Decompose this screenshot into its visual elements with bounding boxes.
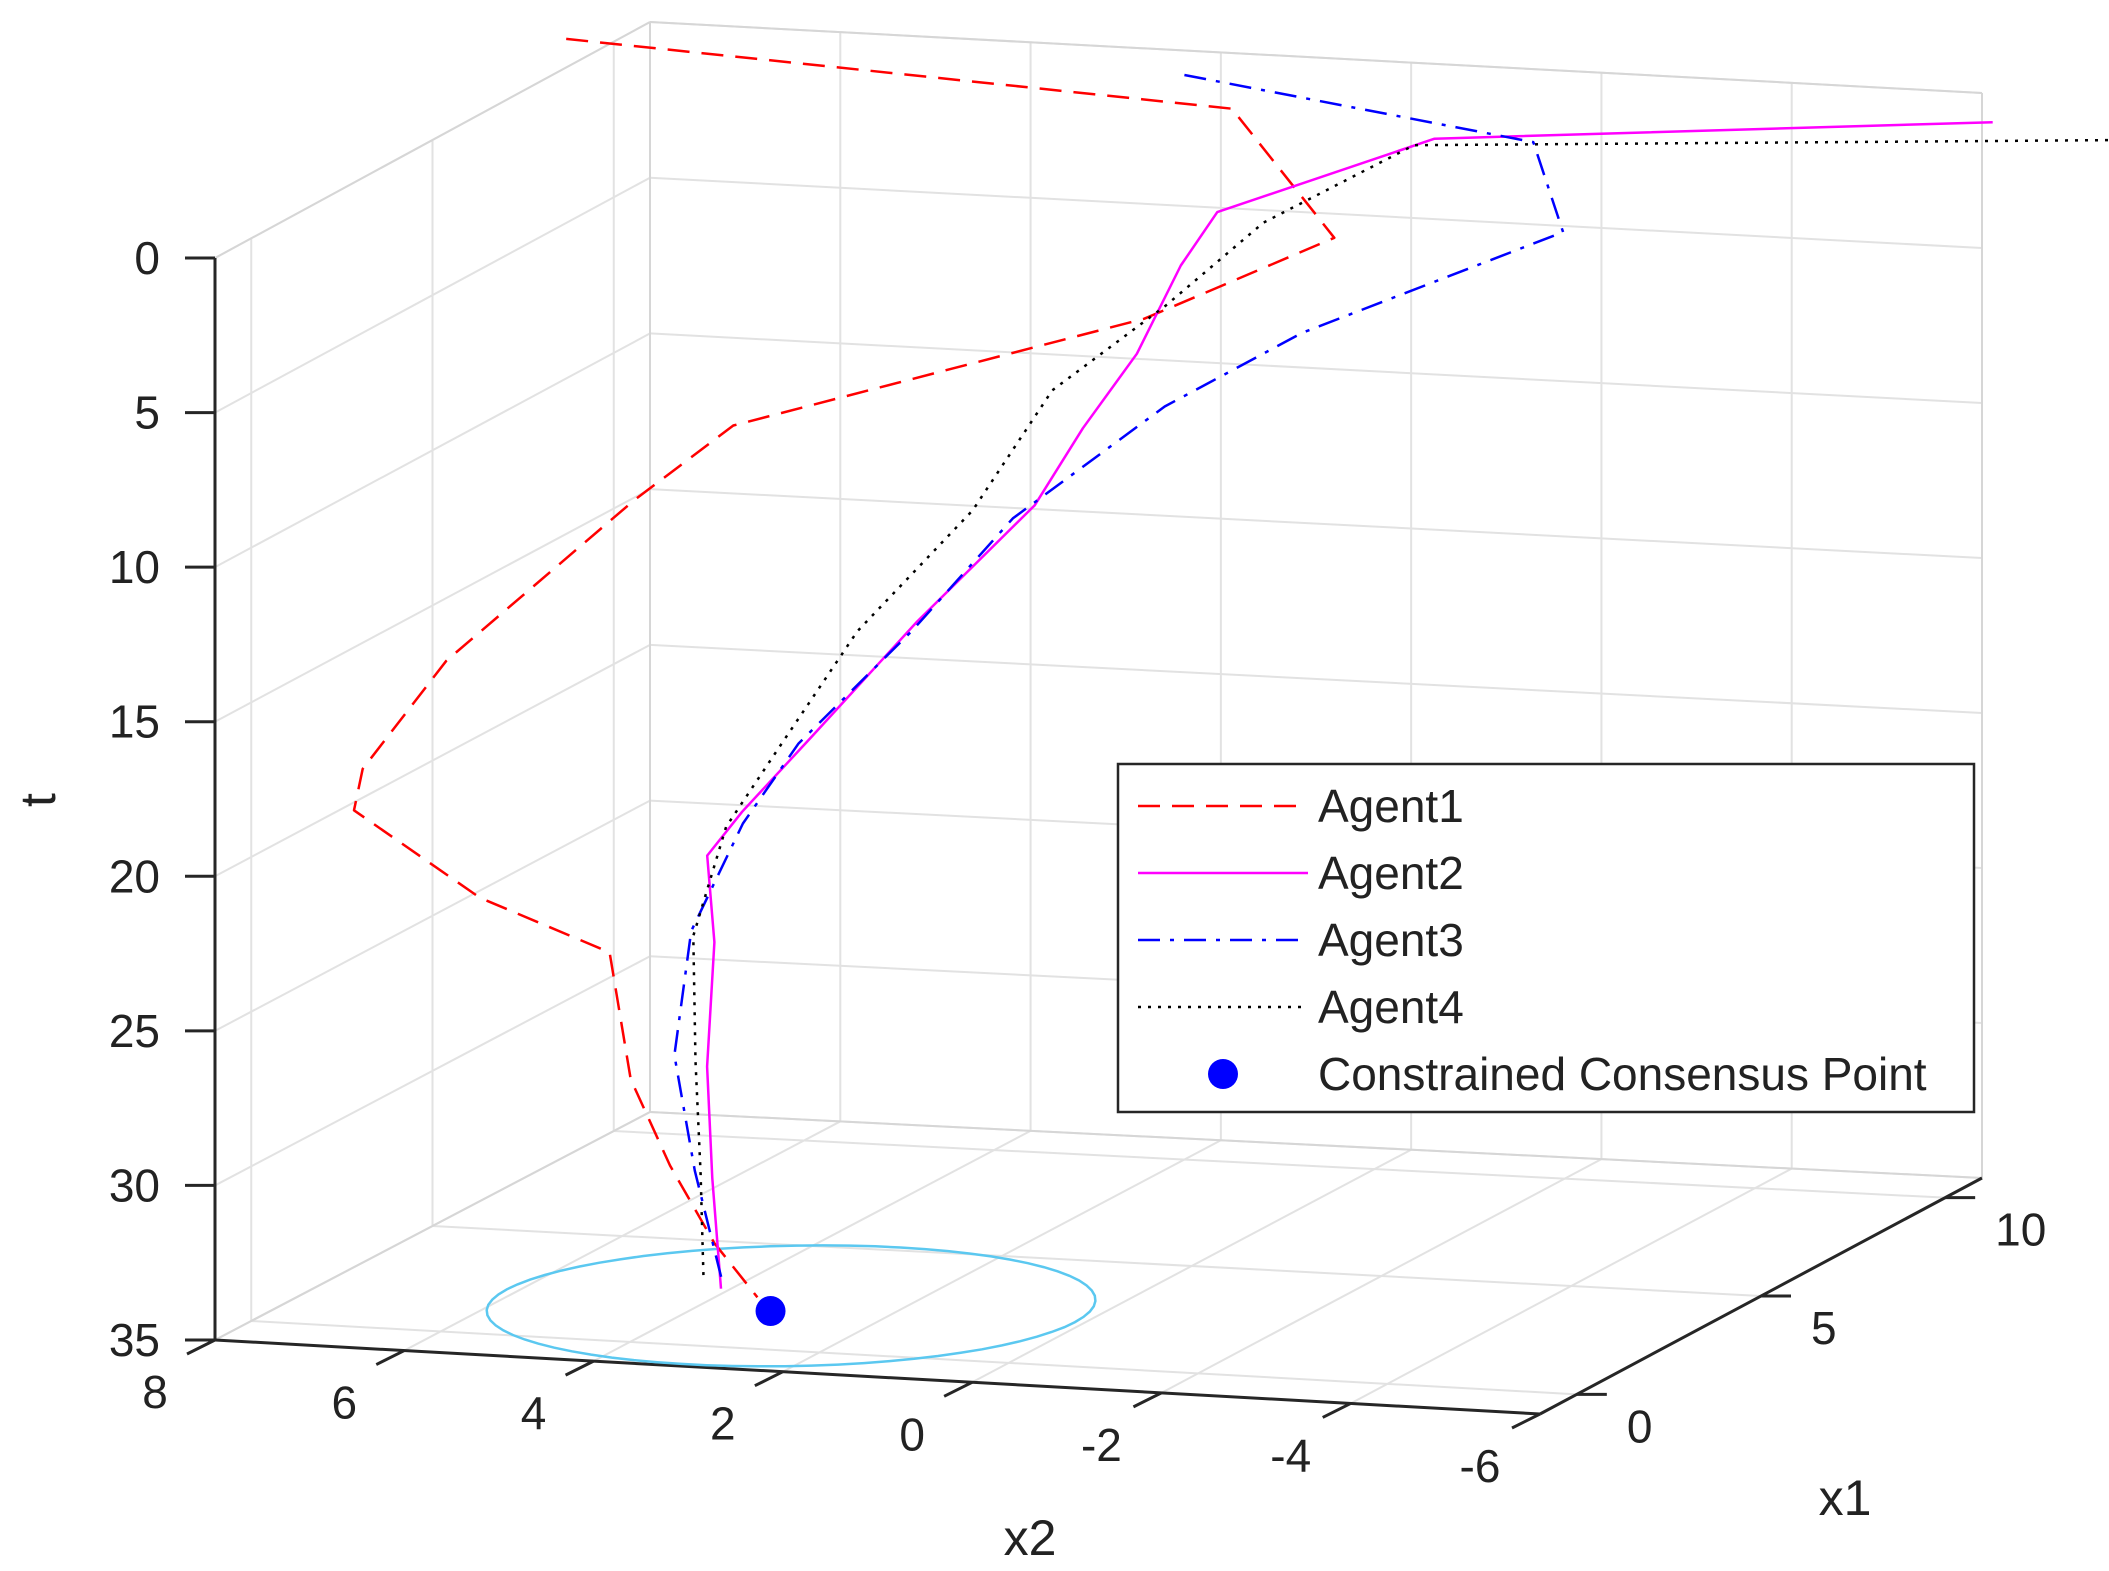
- legend-label: Agent4: [1318, 981, 1464, 1033]
- grid-line-back-t: [649, 332, 1983, 404]
- legend-label: Agent1: [1318, 780, 1464, 832]
- x2-tick-label: 6: [331, 1377, 357, 1429]
- x2-tick-label: 8: [142, 1366, 168, 1418]
- x2-tick: [375, 1349, 405, 1366]
- x2-tick-label: 4: [521, 1387, 547, 1439]
- x2-tick: [564, 1359, 595, 1377]
- x2-tick-label: 2: [710, 1398, 736, 1450]
- x2-axis-line: [214, 1338, 1541, 1416]
- box-edge: [649, 21, 1983, 94]
- x2-tick: [1132, 1391, 1163, 1409]
- legend-label: Agent2: [1318, 847, 1464, 899]
- grid-layer: [214, 21, 1983, 1415]
- box-edge: [214, 1111, 651, 1341]
- legend: Agent1 Agent2 Agent3 Agent4 Constrained Cons…: [1116, 762, 1976, 1114]
- x2-tick-label: 0: [899, 1408, 925, 1460]
- t-axis-label: t: [10, 793, 66, 807]
- series-line-agent2: [705, 120, 1993, 1289]
- x2-tick-label: -2: [1081, 1419, 1122, 1471]
- x2-tick: [943, 1380, 973, 1398]
- legend-label: Constrained Consensus Point: [1318, 1048, 1927, 1100]
- t-tick-label: 5: [134, 387, 160, 439]
- legend-label: Agent3: [1318, 914, 1464, 966]
- x1-tick-label: 5: [1811, 1302, 1837, 1354]
- legend-marker-consensus: [1208, 1059, 1238, 1089]
- t-tick-label: 15: [109, 696, 160, 748]
- x1-axis-label: x1: [1819, 1470, 1872, 1526]
- x2-tick: [1511, 1412, 1541, 1430]
- x2-tick: [754, 1370, 784, 1388]
- x2-tick-label: -4: [1270, 1429, 1311, 1481]
- t-tick-label: 30: [109, 1159, 160, 1211]
- grid-line-floor-x1: [613, 1130, 1946, 1199]
- grid-line-floor-x1: [432, 1225, 1762, 1297]
- legend-box: [1116, 762, 1976, 1114]
- constraint-circle: [485, 1244, 1097, 1368]
- series-line-agent1: [352, 37, 1336, 1299]
- box-edge: [214, 21, 651, 259]
- grid-line-back-t: [649, 643, 1983, 714]
- axes-box: [213, 21, 1983, 1416]
- t-tick-label: 25: [109, 1005, 160, 1057]
- box-edge: [649, 1111, 1983, 1179]
- x1-tick-label: 10: [1995, 1204, 2046, 1256]
- t-tick-label: 35: [109, 1314, 160, 1366]
- x2-axis-label: x2: [1004, 1510, 1057, 1566]
- x1-tick-label: 0: [1627, 1400, 1653, 1452]
- t-tick-label: 0: [134, 232, 160, 284]
- grid-line-back-t: [649, 488, 1983, 559]
- tick-marks: [185, 256, 1976, 1430]
- consensus-point-marker: [755, 1295, 786, 1326]
- series-layer: [352, 37, 2109, 1368]
- t-tick-label: 20: [109, 850, 160, 902]
- x2-tick-label: -6: [1460, 1440, 1501, 1492]
- x2-tick: [186, 1338, 216, 1356]
- x2-tick: [1322, 1402, 1352, 1419]
- t-tick-label: 10: [109, 541, 160, 593]
